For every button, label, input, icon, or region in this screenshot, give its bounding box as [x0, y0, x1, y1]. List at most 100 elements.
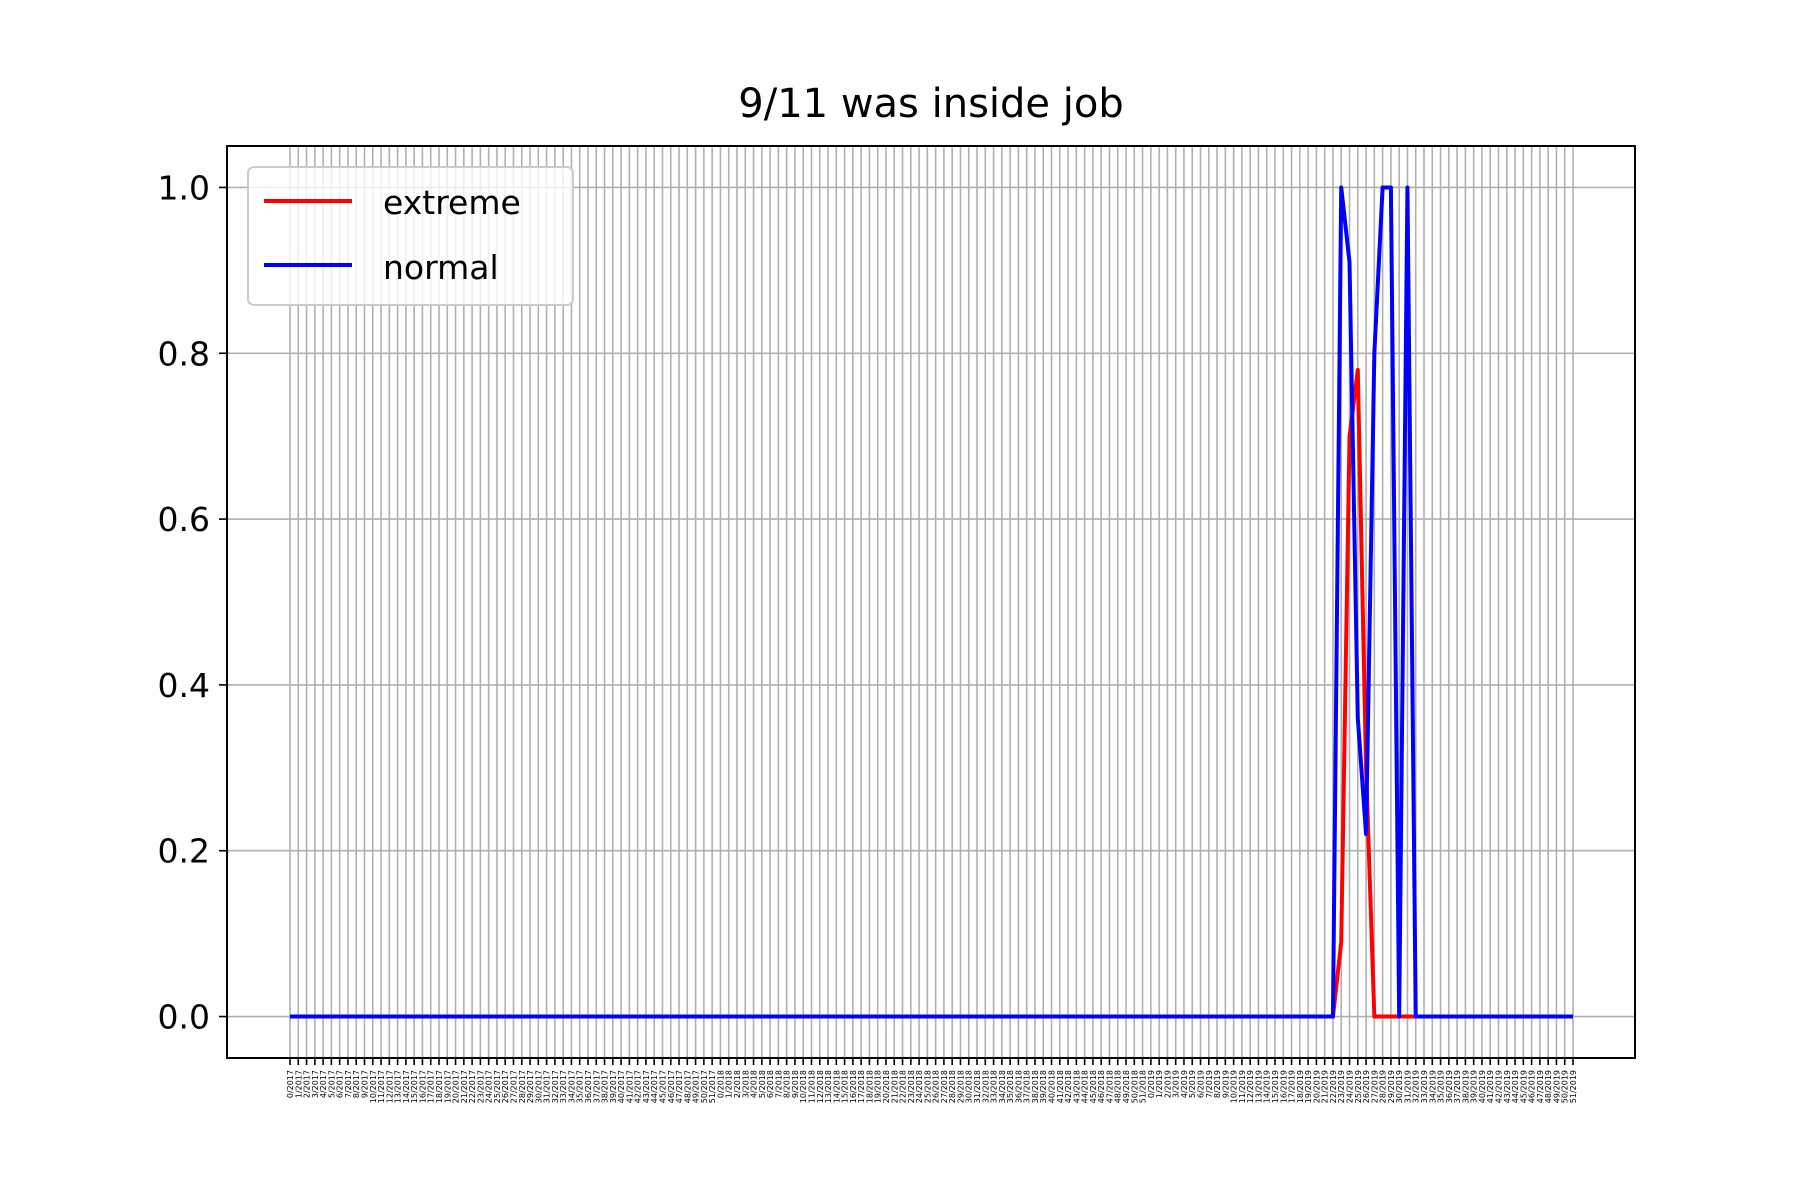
x-tick-label: 5/2018	[758, 1070, 767, 1098]
x-tick-label: 9/2018	[791, 1070, 800, 1098]
x-axis: 0/2017 1/2017 2/2017 3/2017 4/2017 5/2017 6/20…	[286, 1058, 1578, 1103]
x-tick-label: 49/2019	[1552, 1070, 1561, 1103]
x-tick-label: 17/2018	[857, 1070, 866, 1103]
x-tick-label: 11/2019	[1238, 1070, 1247, 1103]
x-tick-label: 25/2019	[1354, 1070, 1363, 1103]
x-tick-label: 27/2017	[509, 1070, 518, 1103]
x-tick-label: 21/2017	[460, 1070, 469, 1103]
x-tick-label: 14/2018	[832, 1070, 841, 1103]
x-tick-label: 8/2017	[352, 1070, 361, 1098]
x-tick-label: 18/2017	[435, 1070, 444, 1103]
x-tick-label: 6/2017	[336, 1070, 345, 1098]
x-tick-label: 15/2017	[410, 1070, 419, 1103]
x-tick-label: 15/2018	[841, 1070, 850, 1103]
x-tick-label: 25/2018	[923, 1070, 932, 1103]
x-tick-label: 1/2018	[725, 1070, 734, 1098]
x-tick-label: 12/2019	[1246, 1070, 1255, 1103]
x-tick-label: 28/2017	[518, 1070, 527, 1103]
x-tick-label: 46/2017	[667, 1070, 676, 1103]
x-tick-label: 19/2018	[874, 1070, 883, 1103]
x-tick-label: 43/2017	[642, 1070, 651, 1103]
x-tick-label: 48/2017	[683, 1070, 692, 1103]
x-tick-label: 13/2018	[824, 1070, 833, 1103]
x-tick-label: 29/2019	[1387, 1070, 1396, 1103]
x-tick-label: 3/2019	[1172, 1070, 1181, 1098]
x-tick-label: 31/2017	[543, 1070, 552, 1103]
x-tick-label: 22/2017	[468, 1070, 477, 1103]
x-tick-label: 50/2019	[1561, 1070, 1570, 1103]
x-tick-label: 40/2018	[1048, 1070, 1057, 1103]
x-tick-label: 4/2018	[750, 1070, 759, 1098]
x-tick-label: 10/2018	[799, 1070, 808, 1103]
x-tick-label: 29/2017	[526, 1070, 535, 1103]
x-tick-label: 12/2018	[816, 1070, 825, 1103]
x-tick-label: 18/2018	[865, 1070, 874, 1103]
x-tick-label: 22/2019	[1329, 1070, 1338, 1103]
x-tick-label: 48/2019	[1544, 1070, 1553, 1103]
x-tick-label: 36/2017	[584, 1070, 593, 1103]
x-tick-label: 7/2019	[1205, 1070, 1214, 1098]
x-tick-label: 39/2017	[609, 1070, 618, 1103]
x-tick-label: 45/2019	[1519, 1070, 1528, 1103]
x-tick-label: 6/2018	[766, 1070, 775, 1098]
x-tick-label: 31/2018	[973, 1070, 982, 1103]
x-tick-label: 19/2019	[1304, 1070, 1313, 1103]
x-tick-label: 36/2018	[1014, 1070, 1023, 1103]
x-tick-label: 10/2017	[369, 1070, 378, 1103]
x-tick-label: 39/2018	[1039, 1070, 1048, 1103]
x-tick-label: 49/2018	[1122, 1070, 1131, 1103]
x-tick-label: 34/2018	[998, 1070, 1007, 1103]
x-tick-label: 20/2017	[452, 1070, 461, 1103]
x-tick-label: 23/2018	[907, 1070, 916, 1103]
x-tick-label: 2/2018	[733, 1070, 742, 1098]
x-tick-label: 38/2017	[601, 1070, 610, 1103]
x-tick-label: 14/2017	[402, 1070, 411, 1103]
x-tick-label: 29/2018	[956, 1070, 965, 1103]
x-tick-label: 44/2019	[1511, 1070, 1520, 1103]
x-tick-label: 0/2018	[716, 1070, 725, 1098]
x-tick-label: 42/2017	[634, 1070, 643, 1103]
x-tick-label: 50/2018	[1130, 1070, 1139, 1103]
x-tick-label: 30/2017	[534, 1070, 543, 1103]
x-tick-label: 35/2018	[1006, 1070, 1015, 1103]
x-tick-label: 20/2018	[882, 1070, 891, 1103]
x-tick-label: 2/2019	[1163, 1070, 1172, 1098]
x-tick-label: 23/2019	[1337, 1070, 1346, 1103]
x-tick-label: 47/2019	[1536, 1070, 1545, 1103]
x-tick-label: 16/2017	[418, 1070, 427, 1103]
x-tick-label: 37/2019	[1453, 1070, 1462, 1103]
x-tick-label: 8/2019	[1213, 1070, 1222, 1098]
x-tick-label: 28/2018	[948, 1070, 957, 1103]
x-tick-label: 33/2017	[559, 1070, 568, 1103]
x-tick-label: 47/2017	[675, 1070, 684, 1103]
x-tick-label: 50/2017	[700, 1070, 709, 1103]
chart-title: 9/11 was inside job	[738, 81, 1123, 127]
x-tick-label: 6/2019	[1197, 1070, 1206, 1098]
x-tick-label: 5/2019	[1188, 1070, 1197, 1098]
x-tick-label: 26/2019	[1362, 1070, 1371, 1103]
x-tick-label: 4/2017	[319, 1070, 328, 1098]
x-tick-label: 9/2017	[360, 1070, 369, 1098]
x-tick-label: 44/2017	[650, 1070, 659, 1103]
x-tick-label: 37/2017	[592, 1070, 601, 1103]
x-tick-label: 26/2018	[932, 1070, 941, 1103]
x-tick-label: 2/2017	[303, 1070, 312, 1098]
x-tick-label: 23/2017	[476, 1070, 485, 1103]
x-tick-label: 32/2017	[551, 1070, 560, 1103]
x-tick-label: 31/2019	[1403, 1070, 1412, 1103]
x-tick-label: 4/2019	[1180, 1070, 1189, 1098]
x-tick-label: 12/2017	[385, 1070, 394, 1103]
x-tick-label: 22/2018	[899, 1070, 908, 1103]
x-tick-label: 11/2017	[377, 1070, 386, 1103]
x-tick-label: 44/2018	[1081, 1070, 1090, 1103]
x-tick-label: 51/2017	[708, 1070, 717, 1103]
y-tick-label: 0.0	[158, 998, 210, 1037]
x-tick-label: 20/2019	[1312, 1070, 1321, 1103]
x-tick-label: 7/2017	[344, 1070, 353, 1098]
x-tick-label: 27/2019	[1370, 1070, 1379, 1103]
x-tick-label: 41/2018	[1056, 1070, 1065, 1103]
x-tick-label: 40/2019	[1478, 1070, 1487, 1103]
x-tick-label: 51/2019	[1569, 1070, 1578, 1103]
x-tick-label: 21/2018	[890, 1070, 899, 1103]
y-tick-label: 0.4	[158, 666, 210, 705]
